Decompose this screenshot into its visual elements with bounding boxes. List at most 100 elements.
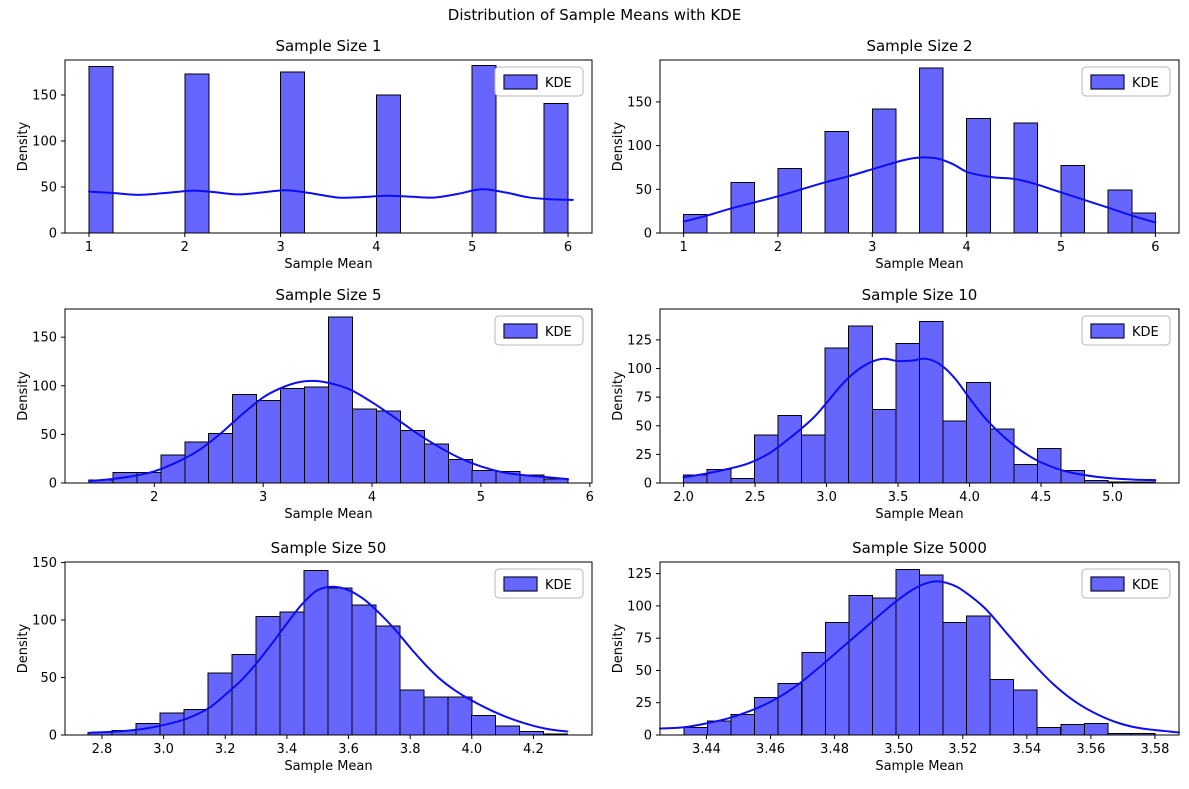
histogram-bar: [895, 342, 921, 484]
y-tick-label: 25: [635, 696, 652, 711]
subplot-sample-size-5: 2 3 4 5 6 0 50 100 150 Sample Size 5 Sample Mean De…: [16, 286, 594, 522]
x-tick-label: 2: [150, 490, 158, 505]
y-tick-label: 125: [627, 567, 652, 582]
y-tick-label: 0: [49, 227, 57, 242]
histogram-bars: [683, 569, 1156, 736]
x-tick-label: 3.54: [1012, 742, 1041, 757]
y-tick-label: 0: [644, 477, 652, 492]
x-tick-label: 2.5: [745, 490, 766, 505]
histogram-bar: [399, 689, 425, 736]
histogram-bar: [777, 167, 803, 234]
histogram-bar: [942, 420, 968, 484]
x-tick-label: 2.0: [673, 490, 694, 505]
legend-patch: [1090, 576, 1125, 592]
histogram-bar: [399, 430, 425, 484]
axes-frame: [64, 561, 593, 736]
histogram-bar: [232, 394, 258, 484]
legend-patch: [1090, 74, 1125, 90]
histogram-bar: [280, 71, 306, 234]
y-tick-label: 150: [32, 331, 57, 346]
histogram-bar: [327, 587, 353, 736]
y-axis-label: Density: [611, 623, 626, 673]
histogram-bar: [303, 570, 329, 736]
histogram-bar: [471, 65, 497, 234]
histogram-bar: [184, 441, 210, 484]
histogram-bar: [447, 459, 473, 484]
histogram-bar: [184, 73, 210, 234]
histogram-bar: [447, 696, 473, 736]
subplot-title: Sample Size 2: [866, 37, 972, 55]
histogram-bar: [683, 726, 708, 736]
histogram-bar: [304, 386, 329, 484]
x-tick-label: 4.0: [959, 490, 980, 505]
histogram-bar: [1013, 689, 1038, 736]
x-tick-label: 3: [868, 240, 876, 255]
y-tick-label: 50: [635, 419, 652, 434]
x-axis-label: Sample Mean: [284, 507, 372, 522]
y-axis-label: Density: [611, 371, 626, 421]
y-tick-label: 50: [635, 664, 652, 679]
x-tick-label: 2: [181, 240, 189, 255]
histogram-bar: [495, 725, 521, 736]
subplot-title: Sample Size 5: [275, 286, 381, 304]
histogram-bar: [423, 696, 449, 736]
subplot-sample-size-50: 2.8 3.0 3.2 3.4 3.6 3.8 4.0 4.2 0 50 100 150 Sample …: [16, 539, 593, 774]
x-tick-label: 4: [368, 490, 376, 505]
histogram-bar: [989, 428, 1015, 484]
histogram-bar: [871, 108, 897, 234]
x-tick-label: 3.48: [820, 742, 849, 757]
axes-frame: [659, 308, 1180, 484]
histogram-bar: [1036, 726, 1062, 736]
kde-line: [682, 156, 1157, 224]
legend-label: KDE: [545, 325, 572, 340]
x-tick-label: 3.6: [338, 742, 359, 757]
legend-patch: [503, 74, 538, 90]
y-tick-label: 0: [644, 227, 652, 242]
x-tick-label: 3.5: [888, 490, 909, 505]
kde-line: [659, 580, 1180, 734]
histogram-bar: [375, 94, 401, 234]
legend-label: KDE: [545, 76, 572, 91]
x-tick-label: 2.8: [92, 742, 113, 757]
legend-label: KDE: [1132, 76, 1159, 91]
histogram-bar: [519, 731, 545, 736]
subplot-title: Sample Size 5000: [852, 539, 987, 557]
x-tick-label: 5: [477, 490, 485, 505]
y-tick-label: 50: [635, 183, 652, 198]
histogram-bar: [471, 469, 497, 484]
histogram-bars: [87, 570, 569, 736]
subplot-title: Sample Size 1: [275, 37, 381, 55]
histogram-bar: [1013, 464, 1039, 484]
x-axis-label: Sample Mean: [875, 507, 963, 522]
histogram-bar: [730, 477, 755, 484]
axes-frame: [659, 561, 1180, 736]
axes-frame: [64, 308, 593, 484]
histogram-bar: [375, 625, 401, 736]
histogram-bar: [280, 388, 306, 484]
legend: KDE: [494, 66, 584, 97]
legend: KDE: [494, 315, 584, 346]
histogram-bar: [824, 622, 850, 736]
histogram-bar: [942, 622, 967, 736]
kde-line: [682, 357, 1157, 482]
y-tick-label: 100: [627, 362, 652, 377]
histogram-bar: [777, 415, 803, 484]
y-axis-label: Density: [16, 121, 31, 171]
histogram-bars: [88, 316, 569, 484]
histogram-bar: [848, 325, 873, 484]
legend: KDE: [494, 568, 584, 599]
x-tick-label: 3: [276, 240, 284, 255]
x-tick-label: 6: [1151, 240, 1159, 255]
y-tick-label: 25: [635, 448, 652, 463]
histogram-bar: [543, 102, 569, 234]
x-tick-label: 2: [774, 240, 782, 255]
axes-frame: [659, 59, 1180, 234]
legend-label: KDE: [1132, 578, 1159, 593]
legend-patch: [503, 323, 538, 339]
histogram-bar: [919, 321, 944, 484]
x-tick-label: 1: [679, 240, 687, 255]
histogram-bar: [351, 604, 377, 736]
y-tick-label: 0: [49, 729, 57, 744]
